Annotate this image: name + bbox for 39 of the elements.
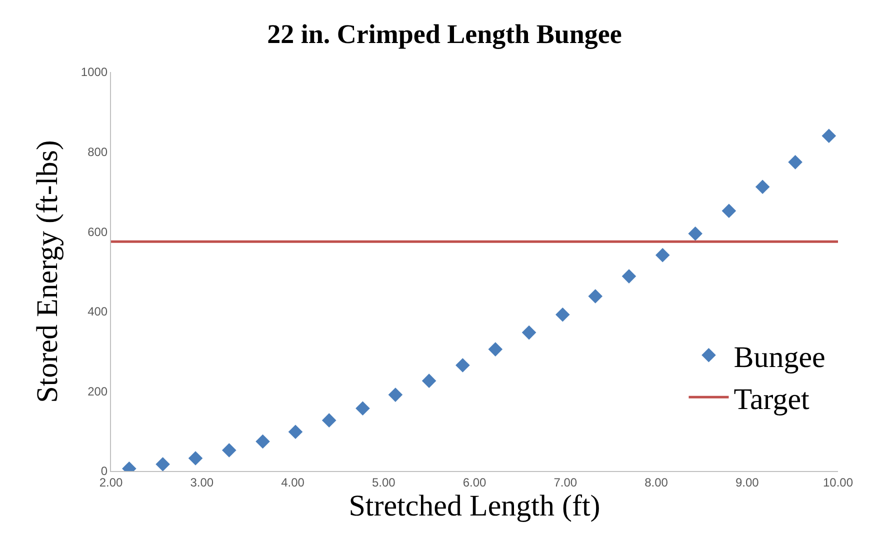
point xyxy=(822,128,836,143)
x-tick-label: 9.00 xyxy=(735,475,760,490)
y-tick-label: 600 xyxy=(88,224,108,239)
point xyxy=(622,269,636,284)
point xyxy=(588,289,603,304)
point xyxy=(356,401,370,416)
point xyxy=(655,248,670,262)
x-tick-label: 8.00 xyxy=(644,475,668,490)
legend-label: Target xyxy=(734,382,810,416)
x-tick-label: 4.00 xyxy=(281,475,305,490)
point xyxy=(722,204,736,218)
point xyxy=(388,388,403,402)
point xyxy=(522,325,536,340)
x-tick-label: 5.00 xyxy=(372,475,396,490)
y-tick-label: 800 xyxy=(88,145,108,159)
point xyxy=(288,424,303,440)
point xyxy=(156,457,170,471)
x-tick-label: 10.00 xyxy=(822,475,854,490)
x-tick-label: 7.00 xyxy=(554,475,578,490)
point xyxy=(222,443,236,458)
x-tick-label: 6.00 xyxy=(462,475,486,490)
y-tick-label: 1000 xyxy=(80,65,108,80)
point xyxy=(788,155,802,170)
point xyxy=(456,358,470,372)
chart-title: 22 in. Crimped Length Bungee xyxy=(267,18,622,49)
point xyxy=(556,307,570,322)
x-axis-title: Stretched Length (ft) xyxy=(348,489,600,522)
legend-label: Bungee xyxy=(734,340,826,374)
x-tick-label: 3.00 xyxy=(190,475,214,490)
point xyxy=(422,374,436,388)
y-tick-label: 200 xyxy=(88,384,108,398)
y-axis-title: Stored Energy (ft-lbs) xyxy=(30,140,64,403)
point xyxy=(256,434,270,449)
point xyxy=(688,226,702,241)
y-tick-label: 400 xyxy=(88,304,108,319)
point xyxy=(188,451,203,466)
point xyxy=(755,180,770,194)
point xyxy=(488,342,503,356)
point xyxy=(322,413,336,428)
